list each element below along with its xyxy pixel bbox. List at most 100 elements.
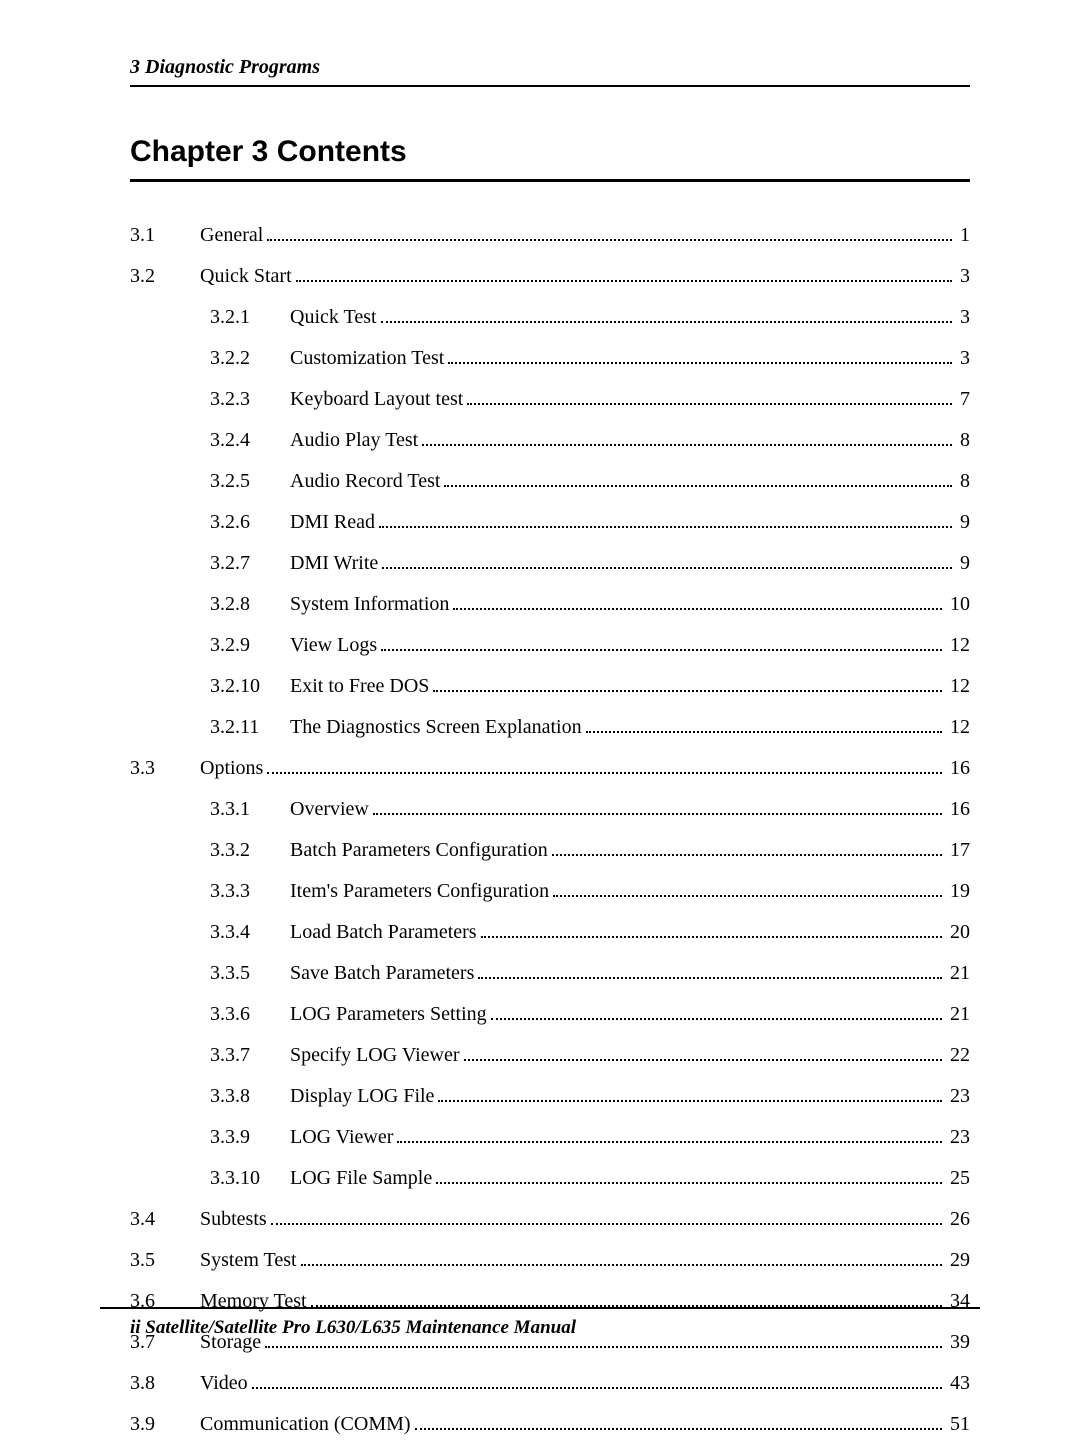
toc-entry-title: Quick Test	[290, 302, 377, 333]
toc-section-number: 3.4	[130, 1204, 200, 1235]
toc-subsection-number: 3.2.5	[210, 466, 290, 497]
toc-leader-dots	[267, 221, 952, 241]
toc-entry-title: System Information	[290, 589, 449, 620]
toc-entry: 3.2.9View Logs12	[130, 630, 970, 661]
toc-leader-dots	[252, 1369, 942, 1389]
toc-leader-dots	[379, 508, 952, 528]
toc-page-number: 16	[946, 753, 970, 784]
toc-page-number: 17	[946, 835, 970, 866]
toc-page-number: 12	[946, 630, 970, 661]
toc-entry-title: LOG Viewer	[290, 1122, 393, 1153]
toc-entry: 3.2.8System Information10	[130, 589, 970, 620]
toc-leader-dots	[397, 1123, 942, 1143]
toc-entry: 3.3.4Load Batch Parameters20	[130, 917, 970, 948]
toc-leader-dots	[444, 467, 952, 487]
toc-leader-dots	[552, 836, 942, 856]
document-page: 3 Diagnostic Programs Chapter 3 Contents…	[0, 0, 1080, 1397]
toc-page-number: 8	[956, 425, 970, 456]
toc-entry-title: Load Batch Parameters	[290, 917, 477, 948]
toc-entry-title: Overview	[290, 794, 369, 825]
toc-entry-title: Keyboard Layout test	[290, 384, 463, 415]
toc-entry-title: Quick Start	[200, 261, 292, 292]
toc-subsection-number: 3.3.3	[210, 876, 290, 907]
toc-leader-dots	[422, 426, 952, 446]
toc-entry: 3.3.3Item's Parameters Configuration19	[130, 876, 970, 907]
toc-page-number: 22	[946, 1040, 970, 1071]
page-footer: ii Satellite/Satellite Pro L630/L635 Mai…	[100, 1307, 980, 1339]
toc-entry-title: LOG File Sample	[290, 1163, 432, 1194]
toc-entry: 3.2.11The Diagnostics Screen Explanation…	[130, 712, 970, 743]
toc-subsection-number: 3.3.1	[210, 794, 290, 825]
toc-leader-dots	[453, 590, 942, 610]
toc-entry: 3.3.10LOG File Sample 25	[130, 1163, 970, 1194]
footer-text: ii Satellite/Satellite Pro L630/L635 Mai…	[130, 1317, 980, 1339]
toc-page-number: 26	[946, 1204, 970, 1235]
toc-section-number: 3.2	[130, 261, 200, 292]
toc-subsection-number: 3.2.2	[210, 343, 290, 374]
toc-leader-dots	[438, 1082, 942, 1102]
toc-entry: 3.5System Test29	[130, 1245, 970, 1276]
toc-entry: 3.4Subtests 26	[130, 1204, 970, 1235]
toc-page-number: 12	[946, 712, 970, 743]
toc-section-number: 3.1	[130, 220, 200, 251]
toc-entry-title: Save Batch Parameters	[290, 958, 474, 989]
toc-page-number: 3	[956, 302, 970, 333]
toc-entry: 3.2Quick Start3	[130, 261, 970, 292]
toc-page-number: 16	[946, 794, 970, 825]
toc-entry: 3.3.1Overview 16	[130, 794, 970, 825]
toc-entry: 3.1General1	[130, 220, 970, 251]
toc-entry-title: Video	[200, 1368, 248, 1399]
toc-page-number: 51	[946, 1409, 970, 1440]
toc-page-number: 20	[946, 917, 970, 948]
toc-subsection-number: 3.2.7	[210, 548, 290, 579]
chapter-title: Chapter 3 Contents	[130, 135, 970, 182]
toc-subsection-number: 3.3.10	[210, 1163, 290, 1194]
toc-subsection-number: 3.2.11	[210, 712, 290, 743]
toc-leader-dots	[381, 631, 942, 651]
toc-entry: 3.3.9LOG Viewer23	[130, 1122, 970, 1153]
toc-entry: 3.9Communication (COMM)51	[130, 1409, 970, 1440]
toc-leader-dots	[373, 795, 942, 815]
toc-entry: 3.3.2Batch Parameters Configuration17	[130, 835, 970, 866]
toc-entry: 3.3.8Display LOG File23	[130, 1081, 970, 1112]
toc-entry: 3.2.10Exit to Free DOS12	[130, 671, 970, 702]
toc-subsection-number: 3.3.8	[210, 1081, 290, 1112]
toc-leader-dots	[433, 672, 942, 692]
toc-leader-dots	[553, 877, 942, 897]
toc-leader-dots	[311, 1287, 942, 1307]
toc-leader-dots	[586, 713, 942, 733]
toc-subsection-number: 3.2.6	[210, 507, 290, 538]
toc-subsection-number: 3.3.5	[210, 958, 290, 989]
toc-page-number: 7	[956, 384, 970, 415]
toc-section-number: 3.5	[130, 1245, 200, 1276]
toc-entry-title: Exit to Free DOS	[290, 671, 429, 702]
toc-entry-title: Subtests	[200, 1204, 267, 1235]
toc-page-number: 25	[946, 1163, 970, 1194]
toc-entry: 3.2.6DMI Read 9	[130, 507, 970, 538]
toc-page-number: 9	[956, 507, 970, 538]
toc-entry-title: System Test	[200, 1245, 297, 1276]
toc-subsection-number: 3.2.1	[210, 302, 290, 333]
toc-page-number: 10	[946, 589, 970, 620]
toc-subsection-number: 3.3.9	[210, 1122, 290, 1153]
toc-entry-title: Item's Parameters Configuration	[290, 876, 549, 907]
toc-leader-dots	[267, 754, 942, 774]
toc-entry-title: Customization Test	[290, 343, 444, 374]
toc-leader-dots	[296, 262, 952, 282]
toc-page-number: 21	[946, 958, 970, 989]
toc-entry-title: The Diagnostics Screen Explanation	[290, 712, 582, 743]
toc-subsection-number: 3.2.10	[210, 671, 290, 702]
toc-leader-dots	[436, 1164, 942, 1184]
toc-subsection-number: 3.3.6	[210, 999, 290, 1030]
toc-entry: 3.3.7Specify LOG Viewer22	[130, 1040, 970, 1071]
toc-entry: 3.2.5Audio Record Test8	[130, 466, 970, 497]
toc-leader-dots	[467, 385, 952, 405]
toc-page-number: 9	[956, 548, 970, 579]
toc-leader-dots	[271, 1205, 942, 1225]
toc-entry-title: LOG Parameters Setting	[290, 999, 487, 1030]
toc-leader-dots	[464, 1041, 943, 1061]
toc-leader-dots	[448, 344, 952, 364]
toc-leader-dots	[415, 1410, 942, 1430]
toc-entry: 3.3.6LOG Parameters Setting21	[130, 999, 970, 1030]
toc-entry-title: DMI Read	[290, 507, 375, 538]
